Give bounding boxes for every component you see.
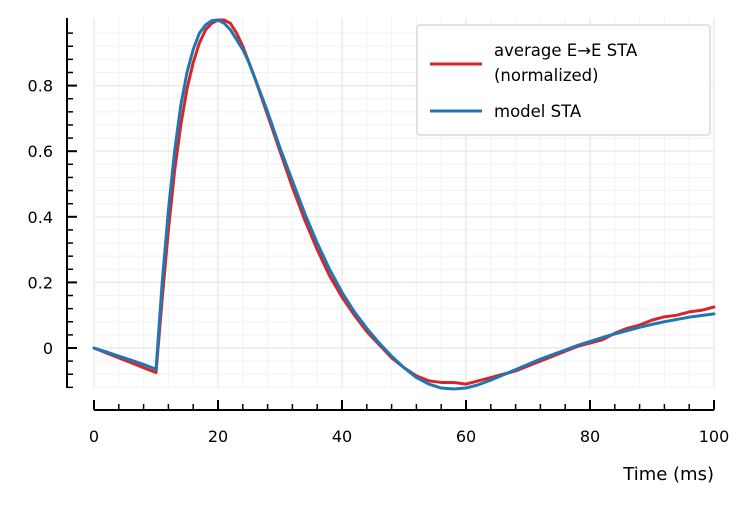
legend: average E→E STA (normalized) model STA bbox=[416, 24, 711, 136]
x-tick-label: 0 bbox=[89, 427, 99, 446]
series-layer bbox=[92, 18, 716, 391]
y-tick-label: 0.2 bbox=[28, 273, 53, 292]
legend-label-model-sta: model STA bbox=[494, 102, 582, 121]
legend-label-average-sta-line2: (normalized) bbox=[494, 66, 599, 85]
y-tick-label: 0.4 bbox=[28, 208, 53, 227]
x-tick-label: 60 bbox=[456, 427, 476, 446]
x-axis-title: Time (ms) bbox=[622, 464, 714, 485]
y-tick-label: 0.8 bbox=[28, 77, 53, 96]
model-sta-line bbox=[92, 18, 716, 391]
major-grid bbox=[93, 18, 715, 388]
x-axis: 0 20 40 60 80 100 bbox=[89, 400, 729, 446]
x-tick-label: 100 bbox=[699, 427, 730, 446]
y-tick-label: 0.6 bbox=[28, 142, 53, 161]
y-axis: 0 0.2 0.4 0.6 0.8 bbox=[28, 18, 77, 389]
y-tick-label: 0 bbox=[43, 339, 53, 358]
legend-box bbox=[416, 24, 711, 136]
x-tick-label: 40 bbox=[332, 427, 352, 446]
x-tick-label: 20 bbox=[208, 427, 228, 446]
x-tick-label: 80 bbox=[580, 427, 600, 446]
average-sta-line bbox=[92, 18, 716, 386]
legend-label-average-sta-line1: average E→E STA bbox=[494, 41, 638, 60]
